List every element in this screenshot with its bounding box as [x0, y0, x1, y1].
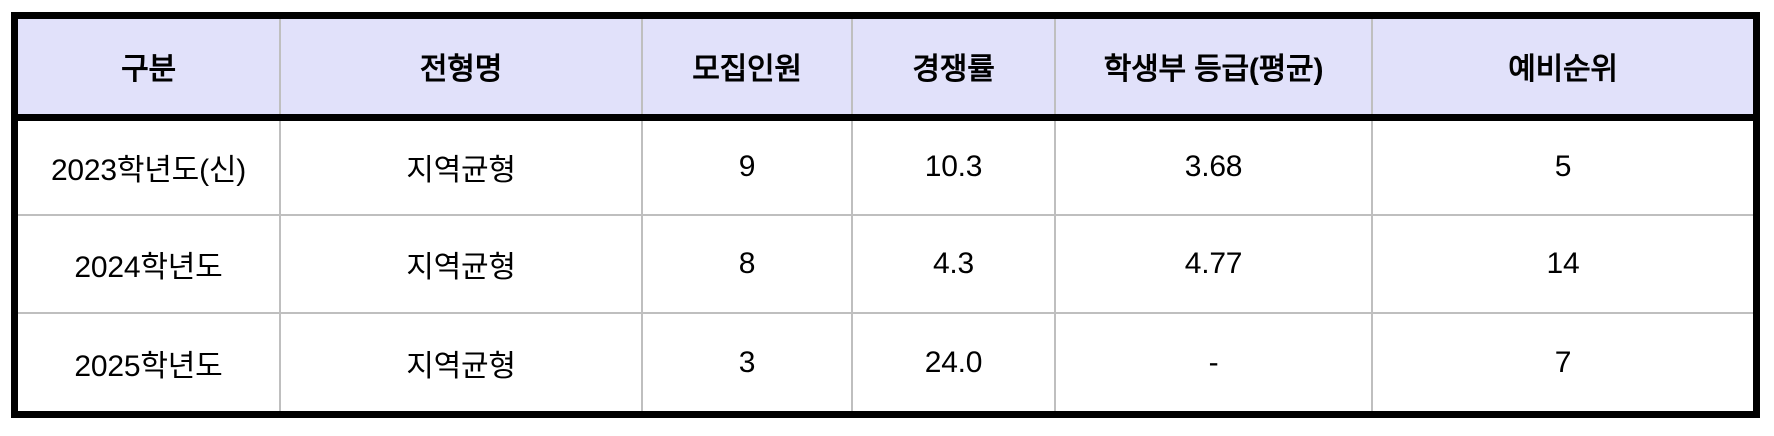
cell-inwon: 3	[642, 313, 853, 411]
table-header-row: 구분 전형명 모집인원 경쟁률 학생부 등급(평균) 예비순위	[18, 19, 1753, 121]
cell-inwon: 9	[642, 117, 853, 216]
cell-jeonhyeong: 지역균형	[280, 215, 643, 314]
cell-grade: 4.77	[1055, 215, 1373, 314]
column-header-gubun: 구분	[18, 19, 281, 121]
cell-rate: 10.3	[852, 117, 1056, 216]
table-row: 2023학년도(신) 지역균형 9 10.3 3.68 5	[18, 117, 1753, 216]
cell-reserve: 14	[1372, 215, 1753, 314]
table-header: 구분 전형명 모집인원 경쟁률 학생부 등급(평균) 예비순위	[18, 19, 1753, 121]
cell-gubun: 2025학년도	[18, 313, 281, 411]
column-header-reserve: 예비순위	[1372, 19, 1753, 121]
cell-reserve: 7	[1372, 313, 1753, 411]
column-header-jeonhyeong: 전형명	[280, 19, 643, 121]
table-row: 2025학년도 지역균형 3 24.0 - 7	[18, 313, 1753, 411]
cell-gubun: 2024학년도	[18, 215, 281, 314]
cell-reserve: 5	[1372, 117, 1753, 216]
cell-gubun: 2023학년도(신)	[18, 117, 281, 216]
admission-results-table: 구분 전형명 모집인원 경쟁률 학생부 등급(평균) 예비순위 2023학년도(…	[18, 19, 1753, 411]
cell-grade: 3.68	[1055, 117, 1373, 216]
table-body: 2023학년도(신) 지역균형 9 10.3 3.68 5 2024학년도 지역…	[18, 117, 1753, 411]
column-header-grade: 학생부 등급(평균)	[1055, 19, 1373, 121]
cell-jeonhyeong: 지역균형	[280, 313, 643, 411]
column-header-inwon: 모집인원	[642, 19, 853, 121]
cell-inwon: 8	[642, 215, 853, 314]
cell-rate: 4.3	[852, 215, 1056, 314]
table-row: 2024학년도 지역균형 8 4.3 4.77 14	[18, 215, 1753, 314]
admission-table-container: 구분 전형명 모집인원 경쟁률 학생부 등급(평균) 예비순위 2023학년도(…	[11, 12, 1760, 418]
cell-jeonhyeong: 지역균형	[280, 117, 643, 216]
cell-rate: 24.0	[852, 313, 1056, 411]
column-header-rate: 경쟁률	[852, 19, 1056, 121]
cell-grade: -	[1055, 313, 1373, 411]
